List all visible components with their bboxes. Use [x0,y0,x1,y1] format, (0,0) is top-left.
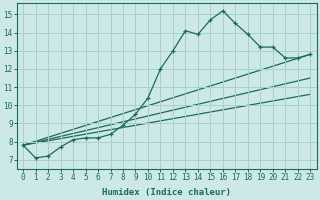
X-axis label: Humidex (Indice chaleur): Humidex (Indice chaleur) [102,188,231,197]
